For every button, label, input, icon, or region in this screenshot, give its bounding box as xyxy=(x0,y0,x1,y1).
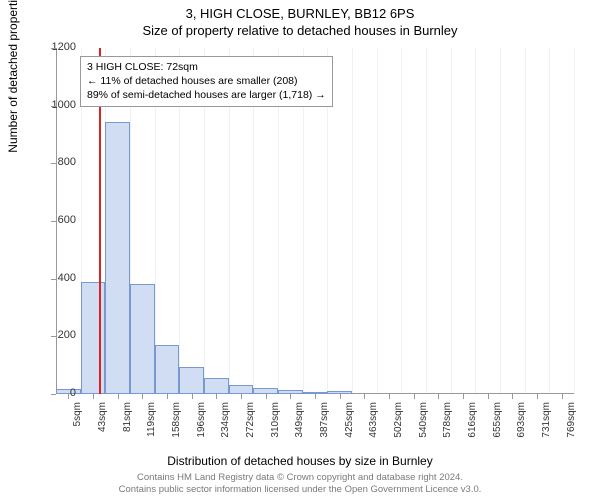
y-tick-label: 800 xyxy=(40,156,76,168)
x-tick-label: 693sqm xyxy=(516,402,527,462)
x-tick-label: 616sqm xyxy=(467,402,478,462)
y-tick-label: 400 xyxy=(40,272,76,284)
y-tick-label: 200 xyxy=(40,329,76,341)
x-tick-label: 540sqm xyxy=(418,402,429,462)
x-tick-label: 310sqm xyxy=(270,402,281,462)
x-tick-label: 158sqm xyxy=(171,402,182,462)
y-axis-label: Number of detached properties xyxy=(6,0,20,230)
x-tick-label: 119sqm xyxy=(146,402,157,462)
x-tick-label: 196sqm xyxy=(196,402,207,462)
x-tick-label: 769sqm xyxy=(566,402,577,462)
footer-line1: Contains HM Land Registry data © Crown c… xyxy=(0,472,600,484)
x-tick-label: 463sqm xyxy=(368,402,379,462)
info-box: 3 HIGH CLOSE: 72sqm ← 11% of detached ho… xyxy=(80,56,333,107)
histogram-bar xyxy=(204,378,229,394)
x-tick-label: 425sqm xyxy=(344,402,355,462)
footer-line2: Contains public sector information licen… xyxy=(0,484,600,496)
x-tick-label: 272sqm xyxy=(245,402,256,462)
x-tick-label: 5sqm xyxy=(72,402,83,462)
info-box-line1: 3 HIGH CLOSE: 72sqm xyxy=(87,60,326,74)
chart-subtitle: Size of property relative to detached ho… xyxy=(0,21,600,40)
histogram-bar xyxy=(155,345,180,394)
y-tick-label: 1200 xyxy=(40,41,76,53)
x-tick-label: 81sqm xyxy=(122,402,133,462)
histogram-bar xyxy=(130,284,155,394)
histogram-bar xyxy=(81,282,106,394)
info-box-line2: ← 11% of detached houses are smaller (20… xyxy=(87,74,326,88)
x-tick-label: 578sqm xyxy=(442,402,453,462)
info-box-line3: 89% of semi-detached houses are larger (… xyxy=(87,88,326,102)
footer-attribution: Contains HM Land Registry data © Crown c… xyxy=(0,472,600,496)
x-tick-label: 349sqm xyxy=(294,402,305,462)
y-tick-label: 1000 xyxy=(40,99,76,111)
x-tick-label: 387sqm xyxy=(319,402,330,462)
histogram-bar xyxy=(105,122,130,394)
histogram-bar xyxy=(179,367,204,394)
chart-title-address: 3, HIGH CLOSE, BURNLEY, BB12 6PS xyxy=(0,0,600,21)
y-tick-label: 600 xyxy=(40,214,76,226)
histogram-bar xyxy=(229,385,254,394)
x-tick-label: 43sqm xyxy=(97,402,108,462)
x-tick-label: 502sqm xyxy=(393,402,404,462)
x-tick-label: 234sqm xyxy=(220,402,231,462)
y-tick-label: 0 xyxy=(40,387,76,399)
x-tick-label: 731sqm xyxy=(541,402,552,462)
x-tick-label: 655sqm xyxy=(492,402,503,462)
